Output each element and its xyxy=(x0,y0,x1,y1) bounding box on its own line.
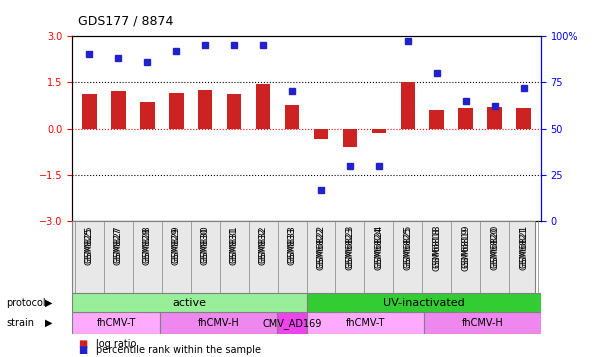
Text: ■: ■ xyxy=(78,339,87,349)
Text: active: active xyxy=(172,297,206,308)
Bar xyxy=(516,109,531,129)
Text: GSM6822: GSM6822 xyxy=(317,225,326,268)
Text: ■: ■ xyxy=(78,346,87,356)
Bar xyxy=(198,90,213,129)
Bar xyxy=(285,105,299,129)
Text: GSM6819: GSM6819 xyxy=(461,225,470,268)
Text: GSM830: GSM830 xyxy=(201,225,210,263)
Text: GSM6819: GSM6819 xyxy=(461,227,470,271)
Text: GSM6818: GSM6818 xyxy=(432,225,441,268)
Bar xyxy=(256,84,270,129)
Text: GSM6820: GSM6820 xyxy=(490,227,499,270)
Text: GSM832: GSM832 xyxy=(258,225,267,262)
Bar xyxy=(371,129,386,133)
Bar xyxy=(111,91,126,129)
FancyBboxPatch shape xyxy=(160,312,277,334)
FancyBboxPatch shape xyxy=(277,312,307,334)
Text: log ratio: log ratio xyxy=(96,339,136,349)
Bar xyxy=(459,109,473,129)
Text: GSM831: GSM831 xyxy=(230,227,239,265)
Bar xyxy=(82,95,97,129)
Text: GSM6825: GSM6825 xyxy=(403,225,412,268)
Text: GSM6824: GSM6824 xyxy=(374,227,383,270)
Text: GSM833: GSM833 xyxy=(287,225,296,263)
Text: fhCMV-T: fhCMV-T xyxy=(346,318,385,328)
Text: fhCMV-H: fhCMV-H xyxy=(462,318,503,328)
Text: GSM825: GSM825 xyxy=(85,225,94,262)
Text: GSM831: GSM831 xyxy=(230,225,239,263)
Text: ▶: ▶ xyxy=(45,298,52,308)
Text: ▶: ▶ xyxy=(45,318,52,328)
FancyBboxPatch shape xyxy=(424,312,541,334)
Text: strain: strain xyxy=(6,318,34,328)
Bar xyxy=(487,107,502,129)
Text: protocol: protocol xyxy=(6,298,46,308)
Text: GSM6823: GSM6823 xyxy=(346,225,355,268)
FancyBboxPatch shape xyxy=(307,312,424,334)
Text: GSM827: GSM827 xyxy=(114,225,123,262)
FancyBboxPatch shape xyxy=(72,312,160,334)
Bar xyxy=(140,102,154,129)
FancyBboxPatch shape xyxy=(307,293,541,312)
Text: GSM827: GSM827 xyxy=(114,227,123,265)
Text: GSM825: GSM825 xyxy=(85,227,94,265)
FancyBboxPatch shape xyxy=(72,293,307,312)
Bar xyxy=(227,95,242,129)
Text: GSM6823: GSM6823 xyxy=(346,227,355,270)
Text: GSM6825: GSM6825 xyxy=(403,227,412,270)
Text: GSM6821: GSM6821 xyxy=(519,225,528,268)
Text: GSM830: GSM830 xyxy=(201,227,210,265)
Text: fhCMV-H: fhCMV-H xyxy=(198,318,239,328)
FancyBboxPatch shape xyxy=(72,221,535,293)
Text: GSM829: GSM829 xyxy=(172,227,181,265)
Bar xyxy=(343,129,357,147)
Text: GDS177 / 8874: GDS177 / 8874 xyxy=(78,15,174,28)
Text: GSM833: GSM833 xyxy=(287,227,296,265)
Text: GSM832: GSM832 xyxy=(258,227,267,265)
Text: fhCMV-T: fhCMV-T xyxy=(96,318,136,328)
Text: GSM828: GSM828 xyxy=(143,227,152,265)
Bar xyxy=(430,110,444,129)
Text: GSM828: GSM828 xyxy=(143,225,152,262)
Text: UV-inactivated: UV-inactivated xyxy=(383,297,465,308)
Bar xyxy=(169,93,183,129)
Text: GSM6824: GSM6824 xyxy=(374,225,383,268)
Text: GSM6820: GSM6820 xyxy=(490,225,499,268)
Text: GSM829: GSM829 xyxy=(172,225,181,262)
Text: GSM6821: GSM6821 xyxy=(519,227,528,270)
Text: percentile rank within the sample: percentile rank within the sample xyxy=(96,346,261,356)
Text: GSM6818: GSM6818 xyxy=(432,227,441,271)
Bar xyxy=(314,129,328,139)
Text: GSM6822: GSM6822 xyxy=(317,227,326,270)
Bar xyxy=(400,82,415,129)
Text: CMV_AD169: CMV_AD169 xyxy=(262,318,322,328)
